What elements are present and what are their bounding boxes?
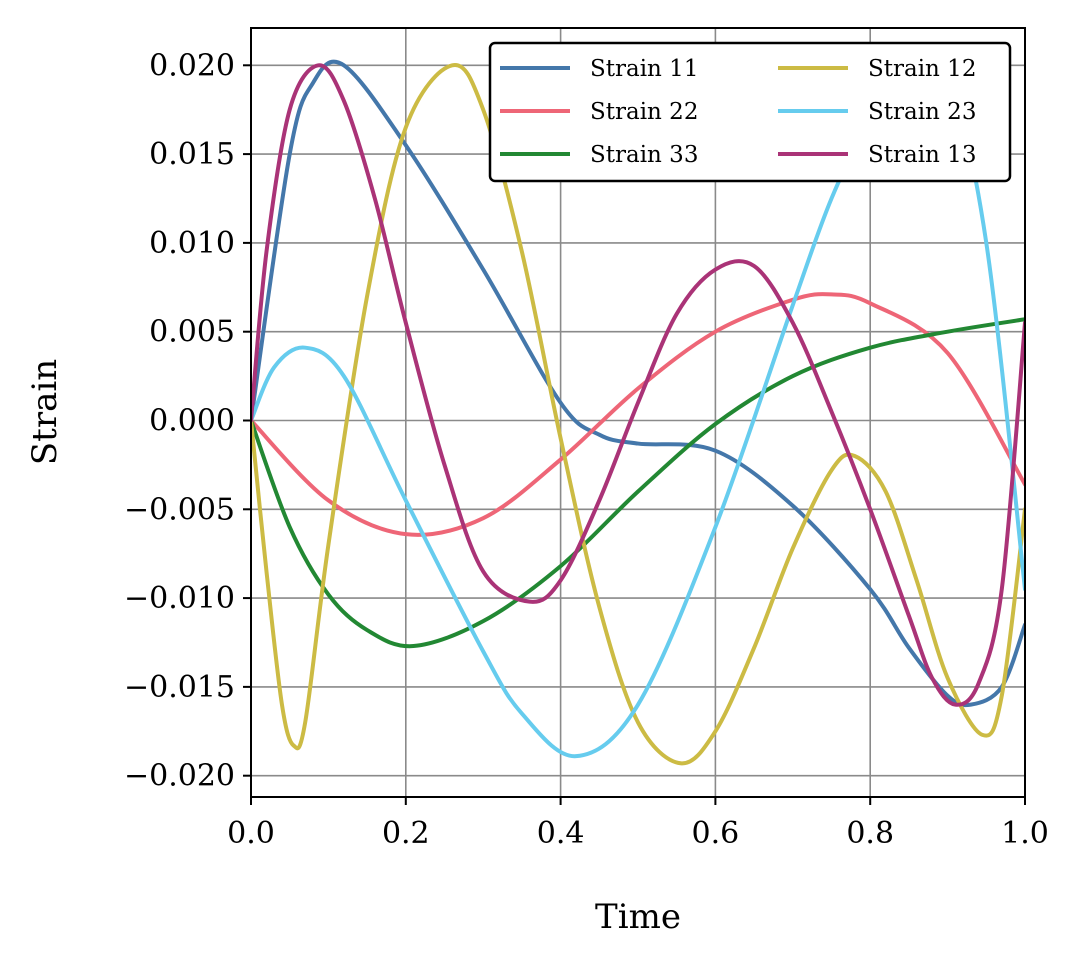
y-axis-title: Strain (25, 359, 65, 465)
series-line-strain-22 (251, 292, 1025, 537)
legend: Strain 11 Strain 22 Strain 33 Strain 12 Stra… (488, 41, 1012, 183)
series-line-strain-12 (251, 63, 1025, 766)
y-tick-label: −0.015 (124, 670, 235, 705)
legend-label-strain-33: Strain 33 (590, 142, 698, 168)
plot-frame (250, 27, 1026, 798)
y-tick-label: −0.005 (124, 492, 235, 527)
x-tick-label: 0.0 (227, 816, 275, 851)
legend-label-strain-13: Strain 13 (868, 142, 976, 168)
y-tick-label: −0.010 (124, 581, 235, 616)
series-line-strain-13 (251, 63, 1025, 707)
legend-label-strain-12: Strain 12 (868, 56, 976, 82)
y-tick-label: 0.015 (149, 137, 235, 172)
x-tick-label: 0.6 (692, 816, 740, 851)
y-tick-label: 0.010 (149, 226, 235, 261)
x-tick-label: 0.2 (382, 816, 430, 851)
x-axis-title: Time (595, 897, 681, 937)
axis-ticks: 0.0 0.2 0.4 0.6 0.8 1.0 0.020 0.015 0.010 0.005 0.… (124, 48, 1049, 851)
series-line-strain-11 (251, 59, 1025, 708)
legend-box (488, 41, 1012, 183)
legend-label-strain-22: Strain 22 (590, 99, 698, 125)
x-tick-label: 0.8 (846, 816, 894, 851)
series-line-strain-33 (251, 317, 1025, 649)
legend-label-strain-23: Strain 23 (868, 99, 976, 125)
y-tick-label: 0.000 (149, 403, 235, 438)
y-tick-label: 0.005 (149, 315, 235, 350)
x-tick-label: 1.0 (1001, 816, 1049, 851)
y-tick-label: 0.020 (149, 48, 235, 83)
y-tick-label: −0.020 (124, 759, 235, 794)
legend-label-strain-11: Strain 11 (590, 56, 698, 82)
x-tick-label: 0.4 (537, 816, 585, 851)
